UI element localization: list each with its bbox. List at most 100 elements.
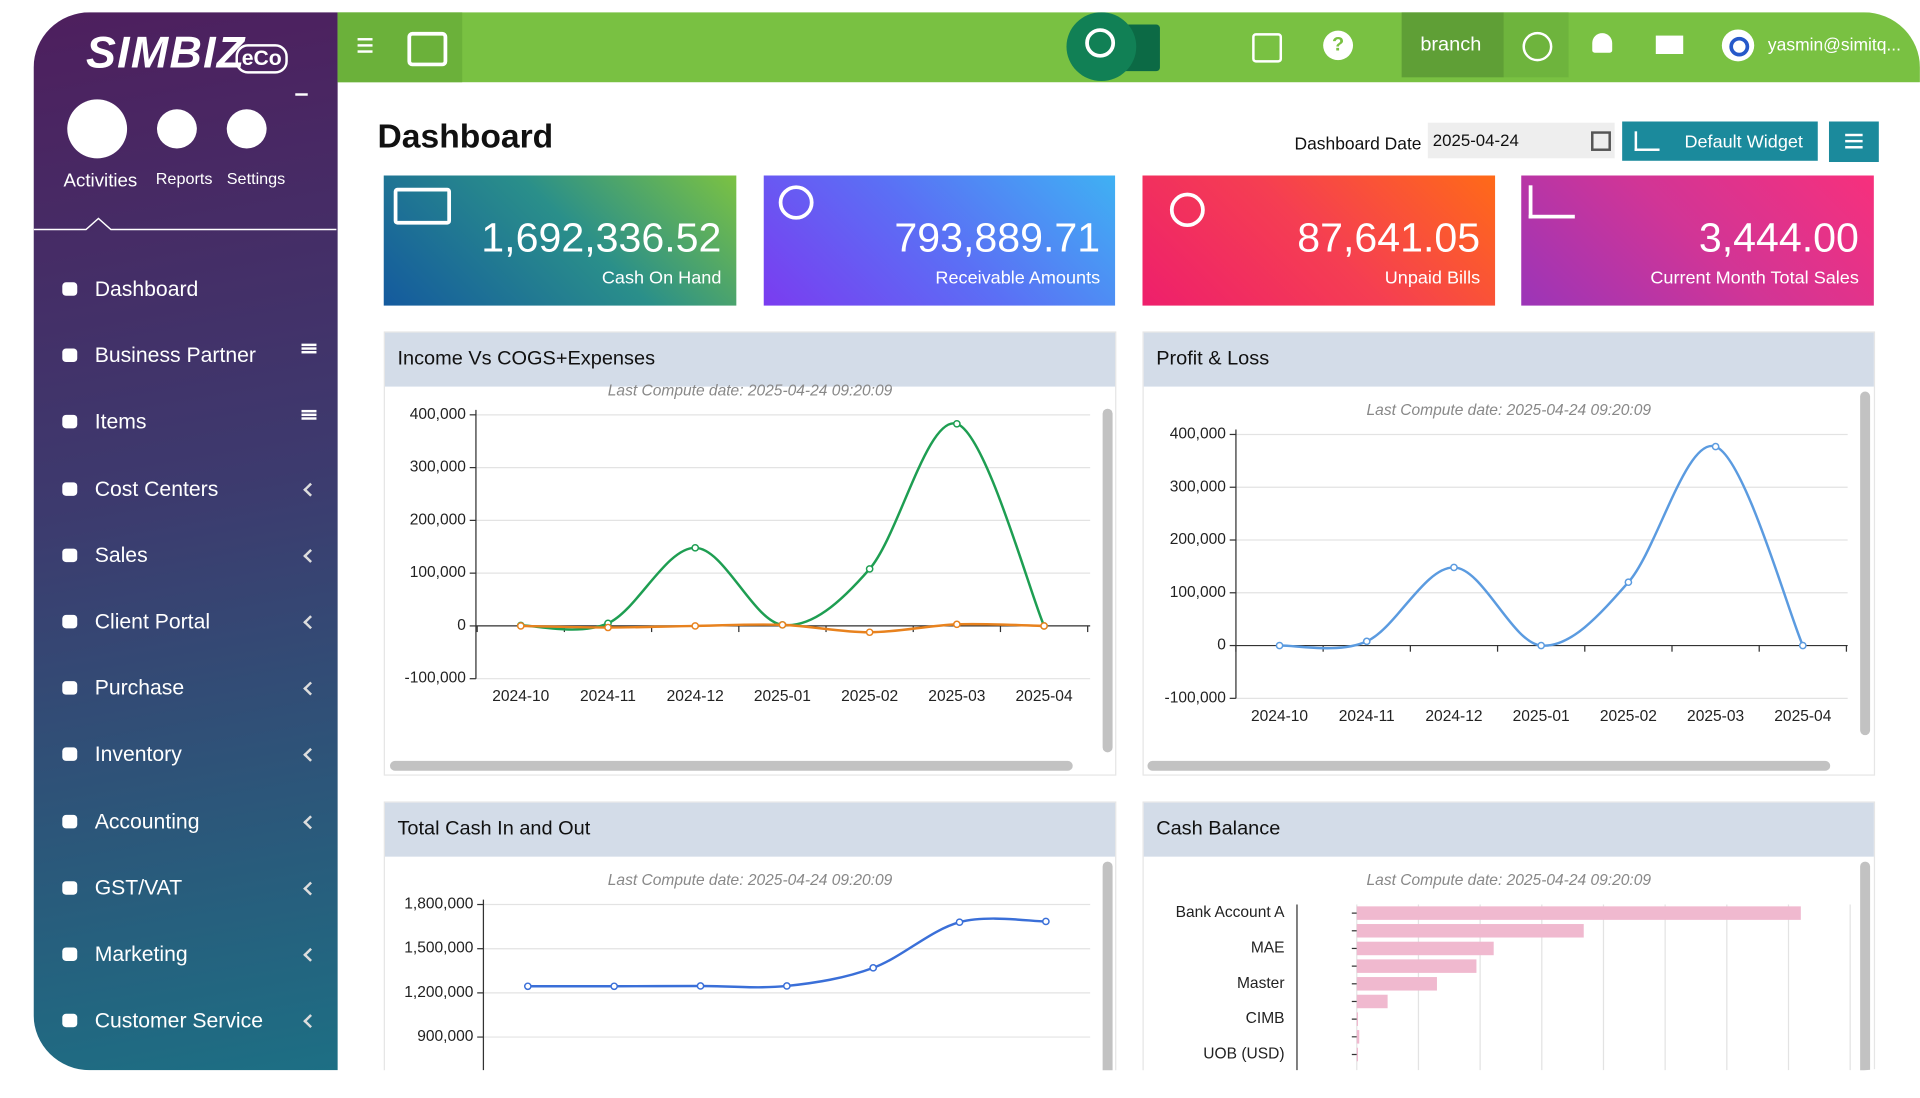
data-point xyxy=(1450,563,1458,572)
mail-icon[interactable] xyxy=(1655,35,1684,55)
data-point xyxy=(1624,578,1633,587)
summary-card[interactable]: 1,692,336.52 Cash On Hand xyxy=(383,175,737,306)
tab-label[interactable]: Settings xyxy=(226,169,286,188)
menu-item[interactable]: Sales xyxy=(34,531,338,580)
menu-icon xyxy=(62,681,78,695)
modules-icon[interactable] xyxy=(407,31,448,67)
data-point xyxy=(952,620,961,629)
menu-label[interactable]: Client Portal xyxy=(94,609,211,634)
menu-label[interactable]: Sales xyxy=(94,543,148,567)
layout-button[interactable] xyxy=(1828,121,1879,163)
menu-label[interactable]: Purchase xyxy=(94,676,185,700)
menu-label[interactable]: Business Partner xyxy=(94,343,256,368)
menu-icon xyxy=(62,348,78,363)
series-line xyxy=(527,917,1046,989)
summary-card[interactable]: 3,444.00 Current Month Total Sales xyxy=(1521,175,1874,306)
card-label: Receivable Amounts xyxy=(935,268,1101,289)
branch-box[interactable] xyxy=(1401,12,1504,78)
scrollbar[interactable] xyxy=(1102,408,1113,753)
menu-item[interactable]: Marketing xyxy=(34,930,338,979)
bell-icon[interactable] xyxy=(1592,33,1613,53)
x-tick-label: 2024-10 xyxy=(1251,708,1308,725)
list-icon xyxy=(301,343,317,347)
user-name[interactable]: yasmin@simitq... xyxy=(1767,34,1901,55)
card-value: 1,692,336.52 xyxy=(481,214,722,261)
x-tick-label: 2024-12 xyxy=(667,688,724,705)
menu-item[interactable]: Accounting xyxy=(34,797,338,846)
branch-label[interactable]: branch xyxy=(1420,34,1482,56)
menu-label[interactable]: Inventory xyxy=(94,742,182,767)
activities-tab-icon[interactable] xyxy=(67,99,128,159)
scrollbar[interactable] xyxy=(1102,861,1113,1071)
page-title: Dashboard xyxy=(377,117,554,155)
x-tick-label: 2025-01 xyxy=(1513,708,1570,725)
bar xyxy=(1356,924,1584,938)
x-tick-label: 2025-02 xyxy=(1600,708,1657,725)
y-tick-label: 1,800,000 xyxy=(404,896,473,913)
panel-header: Income Vs COGS+Expenses xyxy=(384,332,1116,387)
collapse-icon[interactable] xyxy=(295,93,308,96)
data-point xyxy=(865,565,874,573)
y-tick-label: 300,000 xyxy=(410,459,466,476)
menu-label[interactable]: Marketing xyxy=(94,942,188,966)
y-tick-label: Master xyxy=(1237,975,1285,992)
menu-item[interactable]: Purchase xyxy=(34,664,338,713)
data-point xyxy=(696,982,705,990)
logo-suffix: eCo xyxy=(235,44,288,74)
x-tick-label: 2024-12 xyxy=(1425,708,1482,725)
help-icon[interactable]: ? xyxy=(1323,30,1354,61)
line-chart: Last Compute date: 2025-04-24 09:20:09 90… xyxy=(404,872,1091,1071)
menu-item[interactable]: Inventory xyxy=(34,731,338,780)
default-widget-button[interactable] xyxy=(1622,121,1818,161)
summary-card[interactable]: 793,889.71 Receivable Amounts xyxy=(763,175,1116,306)
menu-toggle[interactable] xyxy=(357,38,373,41)
menu-item[interactable]: Cost Centers xyxy=(34,465,338,514)
scrollbar[interactable] xyxy=(1860,861,1871,1071)
menu-label[interactable]: Dashboard xyxy=(94,277,199,301)
list-icon xyxy=(1845,133,1863,137)
x-tick-label: 2024-11 xyxy=(1339,708,1395,725)
menu-item[interactable]: Dashboard xyxy=(34,265,338,314)
y-tick-label: 0 xyxy=(457,617,466,634)
menu-icon xyxy=(62,947,78,961)
date-input[interactable] xyxy=(1427,122,1615,159)
menu-icon xyxy=(62,614,78,629)
menu-item[interactable]: Client Portal xyxy=(34,598,338,647)
menu-label[interactable]: GST/VAT xyxy=(94,876,183,900)
menu-label[interactable]: Accounting xyxy=(94,809,200,833)
settings-tab-icon[interactable] xyxy=(226,109,267,149)
bar xyxy=(1356,906,1801,920)
date-value[interactable]: 2025-04-24 xyxy=(1432,131,1519,150)
scrollbar[interactable] xyxy=(1860,391,1871,736)
summary-card[interactable]: 87,641.05 Unpaid Bills xyxy=(1142,175,1496,306)
card-value: 3,444.00 xyxy=(1698,214,1859,261)
button-label[interactable]: Default Widget xyxy=(1684,132,1803,153)
menu-item[interactable]: GST/VAT xyxy=(34,864,338,913)
menu-item[interactable]: Business Partner xyxy=(34,332,338,381)
chart-panel: Income Vs COGS+Expenses xyxy=(383,331,1117,776)
menu-label[interactable]: Customer Service xyxy=(94,1009,264,1033)
x-tick-label: 2025-02 xyxy=(841,688,898,705)
y-tick-label: Bank Account A xyxy=(1176,904,1286,921)
menu-label[interactable]: Items xyxy=(94,410,147,434)
data-point xyxy=(1362,637,1371,646)
tab-label[interactable]: Activities xyxy=(63,170,138,192)
scrollbar[interactable] xyxy=(389,760,1073,771)
chart-subtitle: Last Compute date: 2025-04-24 09:20:09 xyxy=(608,872,893,889)
data-point xyxy=(952,419,961,428)
store-icon[interactable] xyxy=(1252,33,1283,63)
calendar-icon[interactable] xyxy=(1591,131,1611,151)
panel-title: Total Cash In and Out xyxy=(397,818,591,840)
scrollbar[interactable] xyxy=(1147,760,1831,771)
panel-header: Cash Balance xyxy=(1143,802,1874,857)
list-icon xyxy=(301,410,317,413)
tab-label[interactable]: Reports xyxy=(155,169,213,188)
reports-tab-icon[interactable] xyxy=(156,109,197,149)
menu-item[interactable]: Items xyxy=(34,398,338,447)
chart-subtitle: Last Compute date: 2025-04-24 09:20:09 xyxy=(608,383,893,400)
line-chart: Last Compute date: 2025-04-24 09:20:09 -1… xyxy=(1165,402,1848,725)
menu-item[interactable]: Customer Service xyxy=(34,997,338,1046)
menu-label[interactable]: Cost Centers xyxy=(94,476,219,501)
